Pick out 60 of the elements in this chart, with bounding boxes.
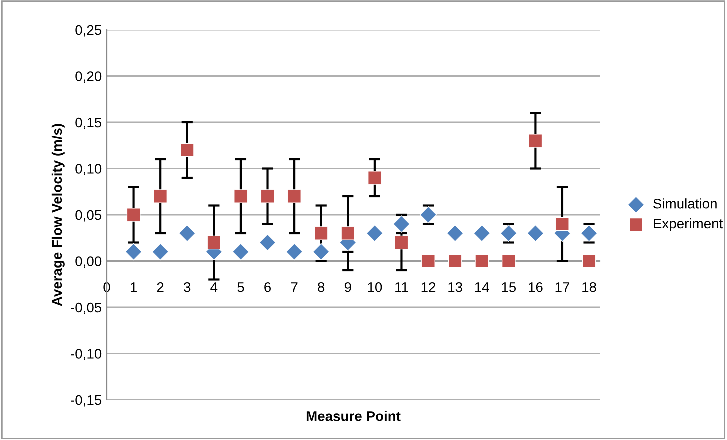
x-tick-label: 9 [344, 282, 352, 292]
y-tick-label: 0,10 [76, 164, 102, 176]
point [234, 190, 248, 204]
point [475, 254, 490, 268]
point [394, 236, 409, 250]
y-tick-label: 0,15 [76, 118, 102, 130]
x-tick-label: 6 [264, 282, 272, 292]
x-tick-label: 15 [502, 282, 516, 292]
x-tick-label: 2 [157, 282, 164, 292]
point [341, 226, 356, 240]
point [180, 143, 194, 158]
point [207, 236, 222, 250]
point [312, 243, 330, 261]
x-tick-label: 16 [529, 282, 543, 292]
point [366, 224, 384, 242]
y-tick-label: 0,25 [76, 25, 102, 37]
point [368, 171, 382, 185]
x-tick-label: 14 [475, 282, 490, 292]
y-tick-label: -0,15 [71, 395, 102, 407]
legend-label: Simulation [654, 198, 717, 209]
x-tick-label: 11 [396, 282, 408, 292]
x-tick-label: 3 [184, 282, 191, 292]
point [126, 208, 141, 222]
point [448, 254, 462, 268]
x-axis-title: Measure Point [306, 411, 401, 422]
point [288, 190, 302, 204]
point [556, 217, 570, 232]
y-axis-title: Average Flow Velocity (m/s) [52, 124, 65, 306]
point [422, 254, 436, 268]
point [232, 243, 250, 261]
x-tick-label: 8 [318, 282, 325, 292]
x-tick-label: 7 [291, 282, 298, 292]
point [582, 254, 596, 268]
point [259, 234, 276, 252]
point [502, 254, 516, 268]
point [528, 134, 543, 148]
y-tick-label: 0,05 [76, 210, 102, 222]
point [260, 190, 275, 204]
point [152, 243, 170, 261]
point [446, 224, 464, 242]
legend-label: Experiment [654, 218, 724, 232]
x-tick-label: 5 [238, 282, 244, 292]
y-tick-label: 0,00 [76, 256, 102, 268]
point [474, 224, 491, 242]
point [286, 243, 304, 261]
point [314, 226, 328, 240]
x-tick-label: 18 [582, 282, 596, 292]
y-tick-label: 0,20 [76, 72, 102, 84]
y-tick-label: -0,10 [71, 349, 102, 361]
x-tick-label: 10 [368, 282, 382, 292]
x-tick-label: 17 [556, 282, 570, 292]
point [178, 224, 196, 242]
y-tick-label: -0,05 [71, 302, 102, 314]
x-tick-label: 13 [448, 282, 462, 292]
x-tick-label: 4 [210, 282, 218, 292]
point [125, 243, 142, 261]
point [154, 190, 168, 204]
x-tick-label: 1 [130, 282, 137, 292]
x-tick-label: 12 [422, 282, 436, 292]
point [527, 224, 544, 242]
